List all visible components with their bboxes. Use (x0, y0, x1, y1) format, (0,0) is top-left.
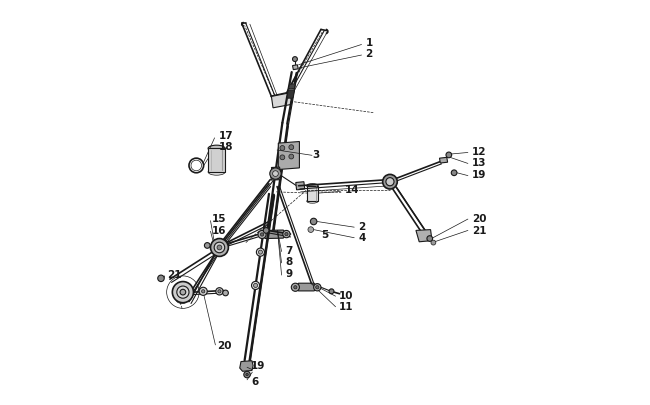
Circle shape (289, 145, 294, 150)
Bar (307, 186, 318, 202)
Polygon shape (261, 230, 287, 239)
Polygon shape (292, 66, 298, 70)
Text: 9: 9 (285, 269, 293, 278)
Polygon shape (208, 149, 225, 173)
Circle shape (261, 233, 264, 237)
Text: 8: 8 (285, 256, 293, 266)
Text: 19: 19 (251, 360, 265, 370)
Circle shape (256, 248, 265, 257)
Text: 6: 6 (251, 377, 258, 386)
Circle shape (329, 289, 334, 294)
Circle shape (314, 284, 321, 291)
Circle shape (427, 236, 433, 242)
Circle shape (294, 286, 297, 289)
Polygon shape (289, 85, 295, 90)
Polygon shape (278, 142, 300, 170)
Polygon shape (287, 94, 293, 99)
Text: 14: 14 (344, 185, 359, 194)
Circle shape (218, 290, 221, 293)
Text: 21: 21 (166, 270, 181, 279)
Polygon shape (272, 168, 280, 173)
Circle shape (270, 168, 281, 180)
Circle shape (308, 227, 314, 233)
Text: 20: 20 (472, 214, 486, 224)
Circle shape (211, 239, 228, 257)
Text: 4: 4 (358, 233, 366, 243)
Polygon shape (287, 91, 294, 98)
Polygon shape (296, 182, 305, 190)
Text: 7: 7 (285, 245, 293, 255)
Text: 12: 12 (472, 147, 486, 157)
Circle shape (258, 231, 266, 239)
Circle shape (252, 282, 259, 290)
Circle shape (383, 175, 397, 190)
Text: 17: 17 (218, 131, 233, 141)
Circle shape (244, 371, 250, 378)
Circle shape (272, 171, 278, 177)
Circle shape (223, 290, 228, 296)
Text: 18: 18 (218, 142, 233, 151)
Text: 16: 16 (212, 225, 227, 235)
Circle shape (289, 155, 294, 160)
Circle shape (291, 284, 300, 292)
Circle shape (285, 233, 288, 236)
Circle shape (283, 231, 290, 238)
Text: 20: 20 (217, 340, 232, 350)
Polygon shape (294, 284, 318, 291)
Circle shape (431, 241, 436, 245)
Text: 19: 19 (472, 170, 486, 180)
Text: 15: 15 (212, 214, 227, 224)
Text: 10: 10 (339, 291, 354, 301)
Text: 5: 5 (321, 229, 328, 239)
Polygon shape (288, 90, 294, 94)
Circle shape (451, 171, 457, 176)
Circle shape (202, 290, 205, 293)
Circle shape (199, 288, 207, 296)
Circle shape (446, 153, 452, 158)
Circle shape (254, 284, 257, 288)
Circle shape (386, 178, 394, 186)
Circle shape (172, 282, 194, 303)
Polygon shape (439, 158, 448, 164)
Circle shape (177, 286, 189, 298)
Ellipse shape (307, 184, 318, 188)
Circle shape (214, 243, 225, 253)
Circle shape (263, 228, 269, 234)
Circle shape (158, 275, 164, 282)
Ellipse shape (208, 169, 225, 176)
Text: 1: 1 (365, 38, 373, 47)
Circle shape (316, 286, 319, 289)
Circle shape (216, 288, 223, 295)
Circle shape (217, 245, 222, 250)
Circle shape (204, 243, 210, 249)
Circle shape (292, 58, 298, 62)
Polygon shape (270, 176, 280, 181)
Circle shape (246, 373, 248, 376)
Polygon shape (272, 94, 292, 109)
Text: 21: 21 (472, 225, 486, 235)
Text: 2: 2 (358, 222, 365, 232)
Polygon shape (416, 230, 432, 242)
Circle shape (280, 146, 285, 151)
Ellipse shape (208, 146, 225, 152)
Text: 13: 13 (472, 158, 486, 168)
Circle shape (180, 290, 186, 295)
Text: 11: 11 (339, 302, 354, 311)
Circle shape (280, 156, 285, 160)
Text: 3: 3 (312, 150, 319, 160)
Ellipse shape (307, 200, 318, 204)
Circle shape (311, 219, 317, 225)
Text: 2: 2 (365, 49, 373, 58)
Polygon shape (240, 361, 253, 371)
Circle shape (259, 250, 263, 255)
